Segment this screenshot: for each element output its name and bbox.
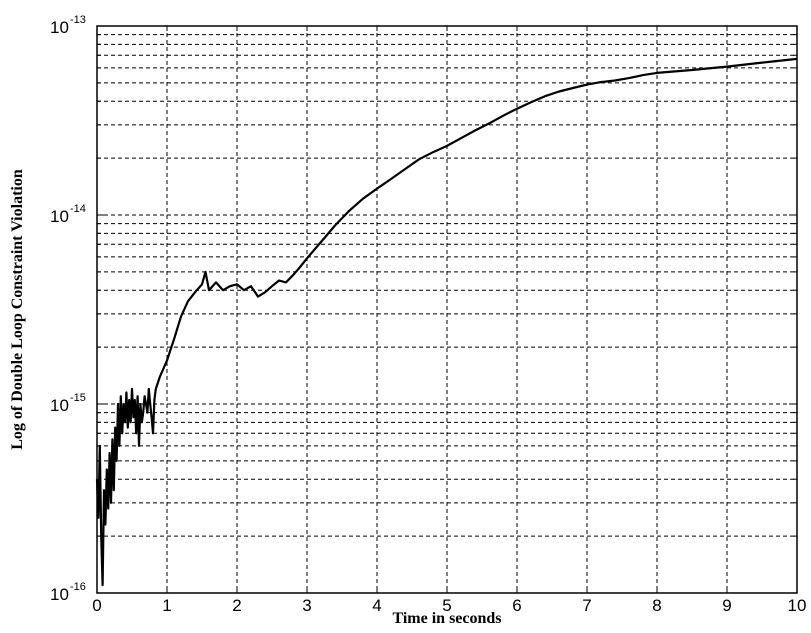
x-tick-label: 7	[582, 596, 591, 615]
x-tick-label: 5	[442, 596, 451, 615]
x-tick-label: 4	[372, 596, 381, 615]
x-tick-label: 6	[512, 596, 521, 615]
y-axis-label: Log of Double Loop Constraint Violation	[9, 169, 26, 450]
x-tick-labels: 0 1 2 3 4 5 6 7 8 9 10	[92, 596, 806, 615]
x-tick-label: 9	[722, 596, 731, 615]
y-tick-base: 10	[50, 207, 69, 226]
y-tick-base: 10	[50, 396, 69, 415]
y-tick-label: 10 -15	[50, 392, 86, 415]
x-axis-label: Time in seconds	[392, 610, 501, 627]
y-tick-exponent: -14	[70, 203, 86, 215]
tick-marks	[96, 26, 798, 594]
y-tick-exponent: -15	[70, 392, 86, 404]
x-tick-label: 10	[788, 596, 807, 615]
y-tick-exponent: -16	[70, 581, 86, 593]
x-tick-label: 3	[302, 596, 311, 615]
x-tick-label: 8	[652, 596, 661, 615]
x-tick-label: 2	[232, 596, 241, 615]
y-tick-label: 10 -16	[50, 581, 86, 604]
y-tick-label: 10 -14	[50, 203, 86, 226]
grid-lines	[97, 26, 797, 593]
x-tick-label: 1	[162, 596, 171, 615]
y-tick-base: 10	[50, 18, 69, 37]
series-line	[95, 57, 798, 587]
x-tick-label: 0	[92, 596, 101, 615]
series-layer	[95, 57, 798, 587]
y-tick-exponent: -13	[70, 14, 86, 26]
y-tick-label: 10 -13	[50, 14, 86, 37]
y-tick-base: 10	[50, 585, 69, 604]
